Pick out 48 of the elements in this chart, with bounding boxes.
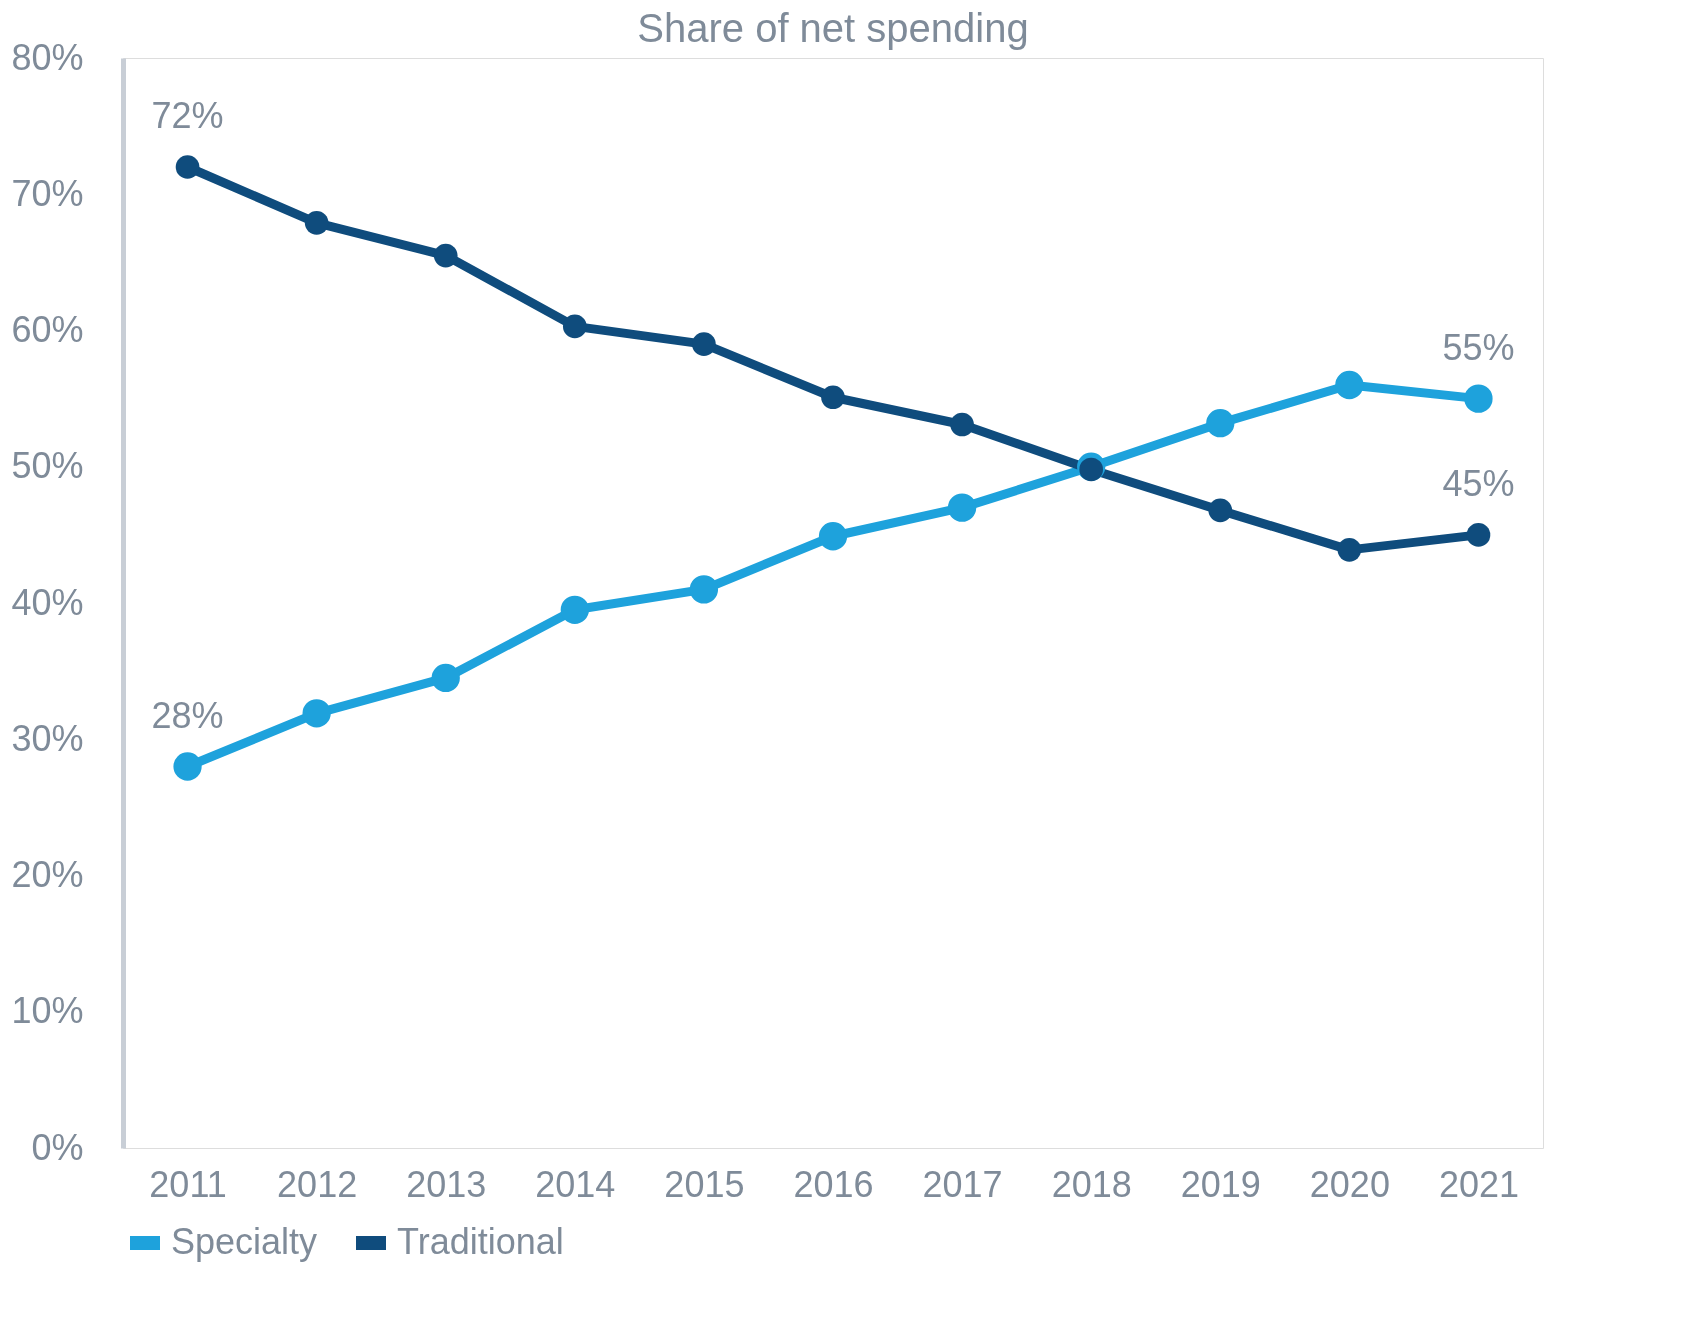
x-tick-label: 2019 <box>1180 1163 1261 1205</box>
point <box>433 243 458 268</box>
legend-label: Traditional <box>397 1221 564 1262</box>
y-tick-label: 50% <box>11 445 84 487</box>
x-tick-label: 2021 <box>1438 1163 1519 1205</box>
point <box>302 699 331 728</box>
point <box>818 522 848 551</box>
y-tick-label: 40% <box>11 581 84 623</box>
y-tick-label: 30% <box>11 717 84 759</box>
x-tick-label: 2014 <box>535 1163 616 1205</box>
data-label: 55% <box>1442 326 1515 368</box>
point <box>950 412 974 437</box>
x-tick-label: 2011 <box>149 1163 227 1205</box>
point <box>1206 409 1235 438</box>
point <box>1208 498 1233 523</box>
data-label: 45% <box>1442 462 1515 504</box>
legend-label: Specialty <box>171 1221 318 1262</box>
x-tick-label: 2017 <box>922 1163 1003 1205</box>
y-tick-label: 20% <box>11 854 84 895</box>
x-tick-label: 2020 <box>1309 1163 1390 1205</box>
y-tick-label: 0% <box>31 1126 84 1168</box>
point <box>692 332 716 356</box>
point <box>821 385 845 410</box>
x-tick-label: 2018 <box>1051 1163 1132 1205</box>
point <box>304 211 329 235</box>
y-tick-label: 70% <box>11 172 84 214</box>
point <box>1464 384 1493 413</box>
point <box>947 493 977 522</box>
data-label: 28% <box>151 694 224 736</box>
data-label: 72% <box>151 95 224 136</box>
point <box>1337 538 1362 562</box>
x-tick-label: 2012 <box>277 1163 358 1205</box>
point <box>562 314 587 339</box>
y-tick-label: 80% <box>11 36 84 78</box>
point <box>175 155 200 179</box>
y-tick-label: 10% <box>11 990 84 1032</box>
point <box>1079 457 1104 482</box>
x-tick-label: 2016 <box>793 1163 874 1205</box>
x-tick-label: 2013 <box>406 1163 487 1205</box>
chart-title: Share of net spending <box>637 6 1029 50</box>
point <box>689 575 719 604</box>
y-tick-label: 60% <box>11 309 84 350</box>
point <box>1466 523 1491 547</box>
point <box>1335 370 1364 400</box>
point <box>431 663 460 693</box>
x-tick-label: 2015 <box>664 1163 745 1205</box>
point <box>560 595 589 624</box>
point <box>173 752 202 781</box>
